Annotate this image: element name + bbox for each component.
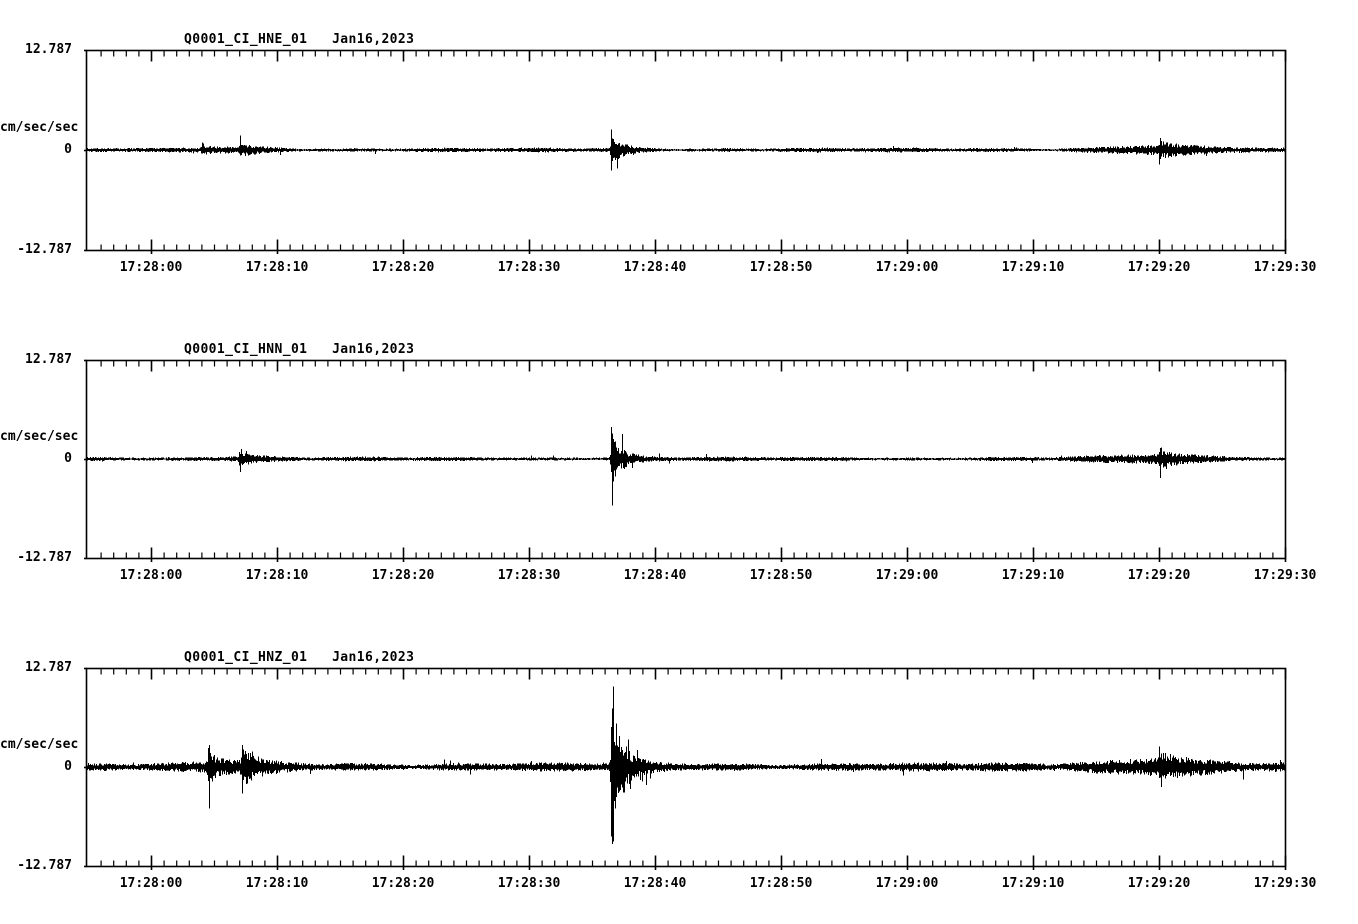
y-axis-zero-label-hne: 0 bbox=[64, 142, 72, 157]
axis-ticks bbox=[84, 359, 1287, 562]
x-axis-tick-label: 17:28:20 bbox=[371, 260, 435, 275]
y-axis-units-label-hnn: cm/sec/sec bbox=[0, 429, 79, 444]
x-axis-tick-label: 17:29:30 bbox=[1253, 568, 1317, 583]
x-axis-tick-label: 17:28:10 bbox=[245, 876, 309, 891]
x-axis-tick-label: 17:28:50 bbox=[749, 260, 813, 275]
axis-ticks bbox=[84, 49, 1287, 254]
x-axis-tick-label: 17:29:00 bbox=[875, 876, 939, 891]
x-axis-tick-label: 17:29:10 bbox=[1001, 876, 1065, 891]
y-axis-max-label-hne: 12.787 bbox=[25, 42, 72, 57]
x-axis-tick-label: 17:29:10 bbox=[1001, 260, 1065, 275]
y-axis-zero-label-hnn: 0 bbox=[64, 451, 72, 466]
x-axis-tick-label: 17:29:10 bbox=[1001, 568, 1065, 583]
panel-title-hnn: Q0001_CI_HNN_01 Jan16,2023 bbox=[184, 342, 415, 357]
x-axis-tick-label: 17:28:00 bbox=[119, 260, 183, 275]
y-axis-max-label-hnz: 12.787 bbox=[25, 660, 72, 675]
x-axis-tick-label: 17:29:20 bbox=[1127, 568, 1191, 583]
x-axis-tick-label: 17:29:00 bbox=[875, 260, 939, 275]
plot-area-hne bbox=[84, 49, 1287, 254]
plot-area-hnz bbox=[84, 667, 1287, 870]
x-axis-tick-label: 17:29:00 bbox=[875, 568, 939, 583]
x-axis-tick-label: 17:28:30 bbox=[497, 876, 561, 891]
x-axis-tick-label: 17:28:40 bbox=[623, 876, 687, 891]
panel-title-hnz: Q0001_CI_HNZ_01 Jan16,2023 bbox=[184, 650, 415, 665]
waveform-trace-hnz bbox=[85, 686, 1287, 845]
x-axis-tick-label: 17:29:20 bbox=[1127, 260, 1191, 275]
x-axis-tick-label: 17:28:30 bbox=[497, 568, 561, 583]
x-axis-tick-label: 17:28:50 bbox=[749, 876, 813, 891]
y-axis-min-label-hne: -12.787 bbox=[17, 242, 72, 257]
plot-area-hnn bbox=[84, 359, 1287, 562]
y-axis-units-label-hnz: cm/sec/sec bbox=[0, 737, 79, 752]
x-axis-tick-label: 17:28:00 bbox=[119, 568, 183, 583]
x-axis-tick-label: 17:28:50 bbox=[749, 568, 813, 583]
y-axis-min-label-hnn: -12.787 bbox=[17, 550, 72, 565]
x-axis-tick-label: 17:28:10 bbox=[245, 260, 309, 275]
x-axis-tick-label: 17:28:40 bbox=[623, 568, 687, 583]
x-axis-tick-label: 17:28:20 bbox=[371, 568, 435, 583]
x-axis-tick-label: 17:28:10 bbox=[245, 568, 309, 583]
x-axis-tick-label: 17:29:30 bbox=[1253, 876, 1317, 891]
x-axis-tick-label: 17:29:30 bbox=[1253, 260, 1317, 275]
x-axis-tick-label: 17:28:30 bbox=[497, 260, 561, 275]
waveform-trace-hnn bbox=[85, 427, 1287, 506]
axis-ticks bbox=[84, 667, 1287, 870]
x-axis-tick-label: 17:29:20 bbox=[1127, 876, 1191, 891]
x-axis-tick-label: 17:28:40 bbox=[623, 260, 687, 275]
panel-title-hne: Q0001_CI_HNE_01 Jan16,2023 bbox=[184, 32, 415, 47]
y-axis-units-label-hne: cm/sec/sec bbox=[0, 120, 79, 135]
waveform-trace-hne bbox=[85, 129, 1287, 171]
y-axis-max-label-hnn: 12.787 bbox=[25, 352, 72, 367]
y-axis-zero-label-hnz: 0 bbox=[64, 759, 72, 774]
y-axis-min-label-hnz: -12.787 bbox=[17, 858, 72, 873]
x-axis-tick-label: 17:28:00 bbox=[119, 876, 183, 891]
x-axis-tick-label: 17:28:20 bbox=[371, 876, 435, 891]
